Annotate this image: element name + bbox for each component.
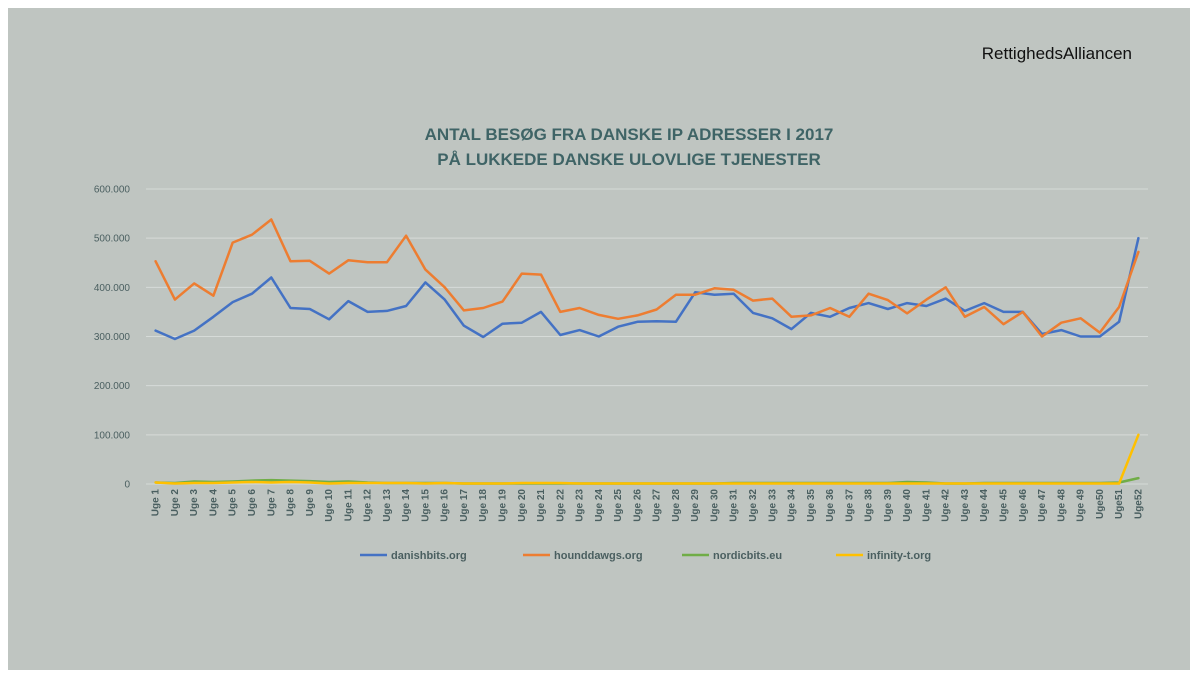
x-tick-label: Uge 28 [671,489,682,522]
x-tick-label: Uge 44 [979,489,990,522]
series-line-hounddawgs-org [156,220,1139,337]
x-tick-label: Uge 9 [305,489,316,517]
x-tick-label: Uge 38 [864,489,875,522]
line-chart: ANTAL BESØG FRA DANSKE IP ADRESSER I 201… [8,8,1190,670]
x-tick-label: Uge 1 [151,489,162,517]
x-tick-label: Uge 19 [497,489,508,522]
x-tick-label: Uge 30 [709,489,720,522]
series-line-infinity-t-org [156,435,1139,484]
x-tick-label: Uge 31 [729,489,740,522]
x-tick-label: Uge52 [1133,489,1144,519]
x-tick-label: Uge 46 [1018,489,1029,522]
x-tick-label: Uge 20 [517,489,528,522]
x-tick-label: Uge 49 [1076,489,1087,522]
legend: danishbits.org hounddawgs.org nordicbits.e… [360,550,931,562]
slide-background: RettighedsAlliancen ANTAL BESØG FRA DANS… [8,8,1190,670]
chart-title-line-2: PÅ LUKKEDE DANSKE ULOVLIGE TJENESTER [437,150,821,169]
x-tick-label: Uge 15 [420,489,431,522]
x-tick-label: Uge 29 [690,489,701,522]
x-tick-label: Uge 23 [575,489,586,522]
x-tick-label: Uge 41 [921,489,932,522]
x-tick-label: Uge 24 [594,489,605,522]
y-tick-label: 400.000 [94,283,131,294]
x-tick-label: Uge 36 [825,489,836,522]
x-tick-label: Uge 27 [652,489,663,522]
plot-area [156,220,1139,484]
x-tick-label: Uge51 [1114,489,1125,519]
x-tick-label: Uge 47 [1037,489,1048,522]
chart-title-line-1: ANTAL BESØG FRA DANSKE IP ADRESSER I 201… [425,125,834,144]
y-tick-label: 500.000 [94,234,131,245]
x-tick-label: Uge 21 [536,489,547,522]
y-axis: 0 100.000 200.000 300.000 400.000 500.000 600.… [94,185,131,491]
x-axis: Uge 1 Uge 2 Uge 3 Uge 4 Uge 5 Uge 6 Uge 7 Uge 8… [151,489,1145,522]
x-tick-label: Uge 4 [208,489,219,517]
x-tick-label: Uge 11 [343,489,354,522]
legend-label: nordicbits.eu [713,550,782,562]
x-tick-label: Uge 43 [960,489,971,522]
y-tick-label: 300.000 [94,332,131,343]
legend-label: danishbits.org [391,550,467,562]
x-tick-label: Uge 10 [324,489,335,522]
x-tick-label: Uge 42 [941,489,952,522]
y-tick-label: 600.000 [94,185,131,196]
x-tick-label: Uge 5 [228,489,239,517]
x-tick-label: Uge50 [1095,489,1106,519]
x-tick-label: Uge 26 [632,489,643,522]
x-tick-label: Uge 40 [902,489,913,522]
x-tick-label: Uge 48 [1056,489,1067,522]
series-line-danishbits-org [156,238,1139,339]
x-tick-label: Uge 7 [266,489,277,517]
x-tick-label: Uge 37 [844,489,855,522]
x-tick-label: Uge 8 [286,489,297,517]
x-tick-label: Uge 32 [748,489,759,522]
x-tick-label: Uge 13 [382,489,393,522]
x-tick-label: Uge 12 [363,489,374,522]
x-tick-label: Uge 17 [459,489,470,522]
gridlines [146,189,1148,484]
x-tick-label: Uge 2 [170,489,181,517]
x-tick-label: Uge 25 [613,489,624,522]
x-tick-label: Uge 6 [247,489,258,517]
y-tick-label: 0 [124,480,130,491]
x-tick-label: Uge 35 [806,489,817,522]
x-tick-label: Uge 18 [478,489,489,522]
x-tick-label: Uge 34 [787,489,798,522]
legend-label: hounddawgs.org [554,550,643,562]
x-tick-label: Uge 16 [440,489,451,522]
x-tick-label: Uge 14 [401,489,412,522]
x-tick-label: Uge 45 [998,489,1009,522]
x-tick-label: Uge 3 [189,489,200,517]
x-tick-label: Uge 22 [555,489,566,522]
x-tick-label: Uge 33 [767,489,778,522]
y-tick-label: 100.000 [94,430,131,441]
x-tick-label: Uge 39 [883,489,894,522]
legend-label: infinity-t.org [867,550,931,562]
y-tick-label: 200.000 [94,381,131,392]
